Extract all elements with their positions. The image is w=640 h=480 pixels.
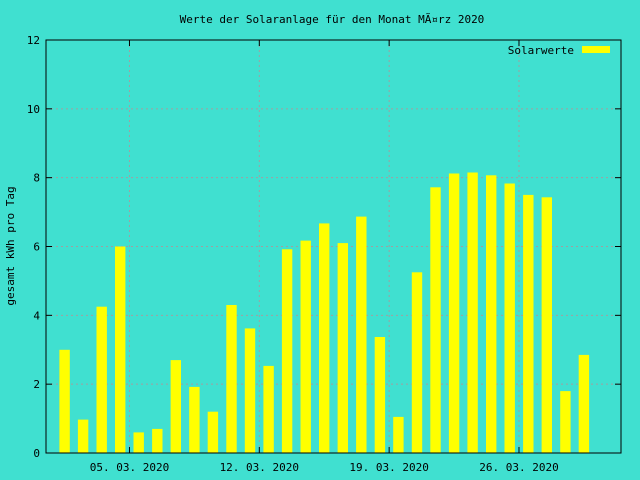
bar [411, 272, 423, 453]
bar-series [59, 172, 590, 454]
bar [356, 216, 367, 453]
bar [207, 411, 219, 453]
y-tick-label: 0 [33, 447, 40, 460]
bar [244, 328, 256, 453]
bar [300, 240, 311, 453]
bar [504, 183, 515, 453]
bar [467, 172, 478, 453]
y-tick-label: 4 [33, 309, 40, 322]
x-tick-label: 12. 03. 2020 [220, 461, 299, 474]
bar [133, 432, 144, 453]
bar [319, 223, 330, 453]
x-tick-label: 19. 03. 2020 [349, 461, 428, 474]
bar [189, 386, 200, 453]
bar [523, 194, 534, 453]
legend-label: Solarwerte [508, 44, 574, 57]
y-tick-label: 2 [33, 378, 40, 391]
axis-ticks: 0 2 4 6 8 10 12 05. 03. 2020 12. 03. 2020 19. 03.… [27, 34, 621, 474]
bar [96, 306, 107, 453]
bar [560, 391, 571, 453]
bar [77, 419, 89, 453]
bar [374, 337, 386, 453]
bar [152, 428, 163, 453]
y-tick-label: 12 [27, 34, 40, 47]
bar [226, 305, 237, 453]
legend-swatch [582, 46, 610, 53]
bar [430, 187, 441, 454]
grid-lines [46, 40, 621, 453]
bar [578, 354, 590, 453]
bar [263, 365, 274, 453]
y-axis-label: gesamt kWh pro Tag [4, 186, 17, 305]
y-tick-label: 8 [33, 172, 40, 185]
x-tick-label: 26. 03. 2020 [479, 461, 558, 474]
y-tick-label: 6 [33, 241, 40, 254]
chart-title: Werte der Solaranlage für den Monat MÃ¤r… [180, 13, 485, 26]
bar [541, 197, 552, 453]
x-tick-label: 05. 03. 2020 [90, 461, 169, 474]
legend: Solarwerte [508, 44, 610, 57]
bar [337, 243, 348, 453]
bar [486, 175, 497, 454]
y-tick-label: 10 [27, 103, 40, 116]
bar [393, 416, 404, 453]
bar [281, 249, 293, 453]
bar [448, 173, 460, 453]
bar [115, 246, 126, 453]
bar [170, 360, 181, 453]
bar [59, 349, 70, 454]
